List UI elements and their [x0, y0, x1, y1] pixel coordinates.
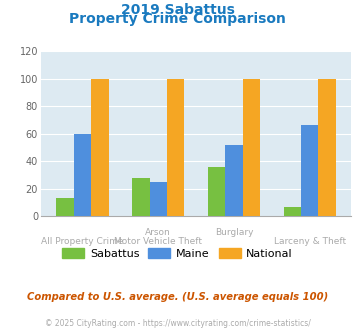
- Text: © 2025 CityRating.com - https://www.cityrating.com/crime-statistics/: © 2025 CityRating.com - https://www.city…: [45, 319, 310, 328]
- Text: Burglary: Burglary: [215, 228, 253, 237]
- Text: Compared to U.S. average. (U.S. average equals 100): Compared to U.S. average. (U.S. average …: [27, 292, 328, 302]
- Text: 2019 Sabattus: 2019 Sabattus: [121, 3, 234, 17]
- Text: Larceny & Theft: Larceny & Theft: [274, 237, 346, 246]
- Text: Property Crime Comparison: Property Crime Comparison: [69, 12, 286, 25]
- Bar: [208, 167, 225, 216]
- Text: Motor Vehicle Theft: Motor Vehicle Theft: [114, 237, 202, 246]
- Bar: [243, 79, 260, 216]
- Bar: [56, 198, 74, 216]
- Bar: [74, 134, 91, 216]
- Bar: [91, 79, 109, 216]
- Legend: Sabattus, Maine, National: Sabattus, Maine, National: [58, 244, 297, 263]
- Bar: [132, 178, 149, 216]
- Bar: [318, 79, 336, 216]
- Bar: [284, 207, 301, 216]
- Bar: [149, 182, 167, 216]
- Bar: [301, 125, 318, 216]
- Bar: [225, 145, 243, 216]
- Text: All Property Crime: All Property Crime: [41, 237, 124, 246]
- Bar: [167, 79, 184, 216]
- Text: Arson: Arson: [146, 228, 171, 237]
